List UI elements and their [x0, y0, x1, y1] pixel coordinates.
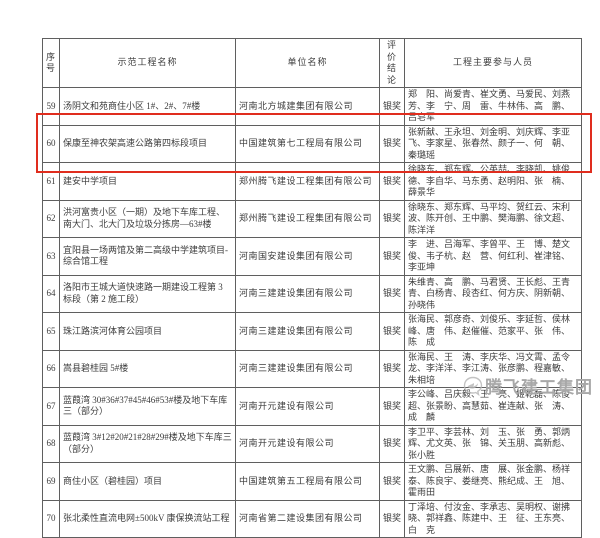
award-cell: 银奖 — [379, 349, 405, 388]
company-name-cell: 中国建筑第七工程局有限公司 — [235, 124, 380, 163]
participants-cell: 张海民、郭彦奇、刘俊乐、李延哲、侯林峰、唐 伟、赵催催、范家平、张 伟、陈 成 — [404, 312, 582, 351]
row-number-cell: 62 — [42, 199, 60, 238]
row-number-cell: 63 — [42, 237, 60, 276]
company-name-cell: 河南开元建设有限公司 — [235, 387, 380, 426]
participants-cell: 李卫平、李芸林、刘 玉、张 勇、郭炳辉、尤文英、张 锦、关玉朋、高新彪、张小胜 — [404, 424, 582, 463]
table-header-row: 序号 示范工程名称 单位名称 评价结论 工程主要参与人员 — [42, 38, 582, 88]
award-cell: 银奖 — [379, 387, 405, 426]
row-number-cell: 64 — [42, 274, 60, 313]
company-name-cell: 河南三建建设集团有限公司 — [235, 349, 380, 388]
table-row: 64 洛阳市王城大道快速路一期建设工程第 3 标段（第 2 施工段） 河南三建建… — [42, 274, 582, 313]
company-name-cell: 河南省第二建设集团有限公司 — [235, 499, 380, 538]
table-body: 59 汤阴文和苑商住小区 1#、2#、7#楼 河南北方城建集团有限公司 银奖 郑… — [42, 87, 582, 538]
row-number-cell: 70 — [42, 499, 60, 538]
award-cell: 银奖 — [379, 424, 405, 463]
column-header-serial: 序号 — [42, 38, 60, 88]
project-name-cell: 蓝葭湾 30#36#37#45#46#53#楼及地下车库三（部分） — [59, 387, 236, 426]
column-header-award: 评价结论 — [379, 38, 405, 88]
table-row: 68 蓝葭湾 3#12#20#21#28#29#楼及地下车库三（部分） 河南开元… — [42, 424, 582, 463]
tengfei-bird-logo-icon — [463, 376, 483, 396]
award-cell: 银奖 — [379, 87, 405, 126]
column-header-project: 示范工程名称 — [59, 38, 236, 88]
participants-cell: 丁泽培、付汝金、李承志、吴明权、谢拂晓、郭祥鑫、陈建中、王 征、王东亮、白 克 — [404, 499, 582, 538]
project-name-cell: 宜阳县一场两馆及第二高级中学建筑项目-综合馆工程 — [59, 237, 236, 276]
company-name-cell: 河南北方城建集团有限公司 — [235, 87, 380, 126]
table-row: 66 嵩县碧桂园 5#楼 河南三建建设集团有限公司 银奖 张海民、王 涛、李庆华… — [42, 349, 582, 388]
table-row: 60 保康至神农架高速公路第四标段项目 中国建筑第七工程局有限公司 银奖 张新献… — [42, 124, 582, 163]
row-number-cell: 60 — [42, 124, 60, 163]
table-row: 61 建安中学项目 郑州腾飞建设工程集团有限公司 银奖 徐晓东、郑东辉、公英喆、… — [42, 162, 582, 201]
project-name-cell: 洛阳市王城大道快速路一期建设工程第 3 标段（第 2 施工段） — [59, 274, 236, 313]
project-name-cell: 建安中学项目 — [59, 162, 236, 201]
company-name-cell: 河南国安建设集团有限公司 — [235, 237, 380, 276]
award-cell: 银奖 — [379, 312, 405, 351]
award-cell: 银奖 — [379, 162, 405, 201]
table-row: 62 洪河富贵小区（一期）及地下车库工程、南大门、北大门及垃圾分拣房—63#楼 … — [42, 199, 582, 238]
project-name-cell: 洪河富贵小区（一期）及地下车库工程、南大门、北大门及垃圾分拣房—63#楼 — [59, 199, 236, 238]
table-row: 65 珠江路滨河体育公园项目 河南三建建设集团有限公司 银奖 张海民、郭彦奇、刘… — [42, 312, 582, 351]
row-number-cell: 65 — [42, 312, 60, 351]
watermark: 腾飞建工集团 — [462, 373, 593, 398]
award-cell: 银奖 — [379, 199, 405, 238]
award-cell: 银奖 — [379, 237, 405, 276]
row-number-cell: 68 — [42, 424, 60, 463]
participants-cell: 王文鹏、吕展新、唐 展、张金鹏、杨祥泰、陈良宇、娄继亮、熊纪成、王 旭、霍雨田 — [404, 462, 582, 501]
company-name-cell: 河南开元建设有限公司 — [235, 424, 380, 463]
column-header-company: 单位名称 — [235, 38, 380, 88]
row-number-cell: 67 — [42, 387, 60, 426]
project-name-cell: 蓝葭湾 3#12#20#21#28#29#楼及地下车库三（部分） — [59, 424, 236, 463]
company-name-cell: 河南三建建设集团有限公司 — [235, 312, 380, 351]
company-name-cell: 郑州腾飞建设工程集团有限公司 — [235, 162, 380, 201]
participants-cell: 徐晓东、郑东辉、马平均、贺红云、宋利波、陈开创、王中鹏、樊海鹏、徐文超、陈洋洋 — [404, 199, 582, 238]
company-name-cell: 河南三建建设集团有限公司 — [235, 274, 380, 313]
project-name-cell: 保康至神农架高速公路第四标段项目 — [59, 124, 236, 163]
row-number-cell: 59 — [42, 87, 60, 126]
award-cell: 银奖 — [379, 274, 405, 313]
participants-cell: 郑 阳、尚爱青、崔文勇、马爱民、刘燕芳、李 宁、周 雷、牛林伟、高 鹏、吕皂军 — [404, 87, 582, 126]
row-number-cell: 66 — [42, 349, 60, 388]
table-row: 70 张北柔性直流电网±500kV 康保换流站工程 河南省第二建设集团有限公司 … — [42, 499, 582, 538]
column-header-participants: 工程主要参与人员 — [404, 38, 582, 88]
participants-cell: 李 进、吕海军、李曾平、王 博、楚文俊、韦子杭、赵 营、何红利、崔津铭、李亚坤 — [404, 237, 582, 276]
table-row: 69 商住小区（碧桂园）项目 中国建筑第五工程局有限公司 银奖 王文鹏、吕展新、… — [42, 462, 582, 501]
table-row: 59 汤阴文和苑商住小区 1#、2#、7#楼 河南北方城建集团有限公司 银奖 郑… — [42, 87, 582, 126]
company-name-cell: 中国建筑第五工程局有限公司 — [235, 462, 380, 501]
project-name-cell: 珠江路滨河体育公园项目 — [59, 312, 236, 351]
row-number-cell: 69 — [42, 462, 60, 501]
watermark-text: 腾飞建工集团 — [485, 378, 593, 397]
project-name-cell: 汤阴文和苑商住小区 1#、2#、7#楼 — [59, 87, 236, 126]
participants-cell: 张新献、王永坦、刘金明、刘庆辉、李亚飞、李家星、张春然、颜子一、何 朝、秦璐瑶 — [404, 124, 582, 163]
participants-cell: 朱维青、高 鹏、马君贤、王长彪、王青青、白杨青、段杏红、何方庆、阴新朝、孙晓伟 — [404, 274, 582, 313]
company-name-cell: 郑州腾飞建设工程集团有限公司 — [235, 199, 380, 238]
project-name-cell: 张北柔性直流电网±500kV 康保换流站工程 — [59, 499, 236, 538]
award-cell: 银奖 — [379, 462, 405, 501]
award-cell: 银奖 — [379, 499, 405, 538]
project-name-cell: 嵩县碧桂园 5#楼 — [59, 349, 236, 388]
table-row: 63 宜阳县一场两馆及第二高级中学建筑项目-综合馆工程 河南国安建设集团有限公司… — [42, 237, 582, 276]
project-name-cell: 商住小区（碧桂园）项目 — [59, 462, 236, 501]
participants-cell: 徐晓东、郑东辉、公英喆、李晓凯、姚俊德、李自华、马东勇、赵明阳、张 楠、薛景华 — [404, 162, 582, 201]
award-cell: 银奖 — [379, 124, 405, 163]
row-number-cell: 61 — [42, 162, 60, 201]
demonstration-projects-table: 序号 示范工程名称 单位名称 评价结论 工程主要参与人员 59 汤阴文和苑商住小… — [42, 38, 582, 538]
